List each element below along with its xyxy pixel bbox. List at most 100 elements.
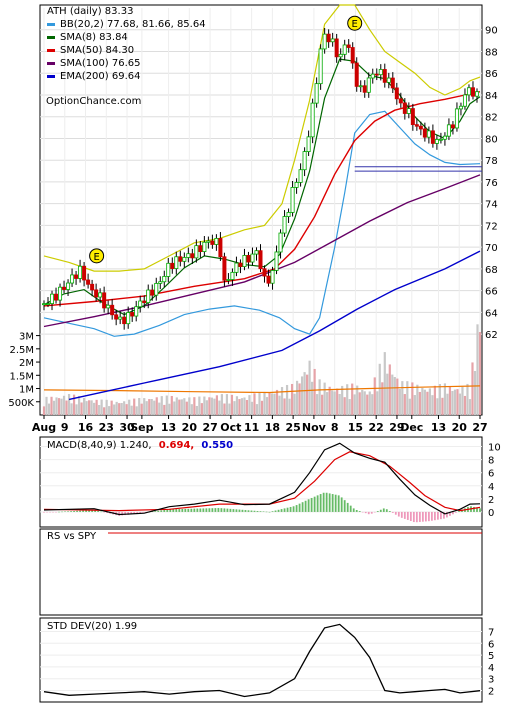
candle-body — [126, 312, 131, 325]
macd-histogram-bar — [136, 511, 139, 514]
volume-bar — [265, 397, 269, 415]
macd-histogram-bar — [55, 511, 57, 513]
candle-body — [390, 77, 395, 89]
macd-histogram-bar — [406, 511, 409, 520]
volume-bar — [473, 370, 477, 415]
macd-histogram-bar — [331, 494, 334, 512]
legend-swatch — [47, 23, 55, 26]
volume-bar — [346, 384, 349, 415]
macd-histogram-bar — [85, 510, 87, 512]
volume-bar — [316, 394, 319, 415]
macd-histogram-bar — [205, 508, 208, 512]
macd-histogram-bar — [283, 508, 286, 512]
candle-body — [238, 262, 243, 267]
candle-body — [346, 44, 351, 48]
candle-body — [342, 44, 347, 55]
volume-bar — [163, 404, 166, 415]
macd-histogram-bar — [64, 511, 66, 512]
volume-bar — [383, 352, 386, 415]
earnings-markers: EE — [89, 15, 363, 264]
candle-body — [190, 253, 195, 259]
volume-y-tick: 2.5M — [9, 345, 34, 356]
volume-bar — [80, 402, 83, 415]
candle-body — [318, 48, 323, 85]
x-tick-label: Aug — [32, 421, 56, 434]
macd-histogram-bar — [373, 511, 376, 513]
macd-histogram-bar — [106, 511, 109, 514]
volume-bar — [308, 360, 311, 415]
price-candles — [42, 27, 479, 330]
volume-bar — [275, 389, 279, 415]
candle-body — [338, 53, 343, 58]
volume-bar — [183, 398, 186, 415]
macd-histogram-bar — [355, 510, 358, 512]
volume-y-tick: 500K — [8, 398, 34, 409]
candle-body — [62, 286, 67, 290]
legend-items: BB(20,2) 77.68, 81.66, 85.64 SMA(8) 83.84… — [47, 19, 206, 82]
volume-bar — [295, 380, 299, 415]
rs-title: RS vs SPY — [47, 531, 97, 542]
macd-histogram-bar — [358, 511, 361, 512]
price-y-tick: 86 — [485, 69, 498, 80]
macd-histogram-bar — [199, 508, 202, 512]
candle-body — [218, 238, 223, 258]
volume-bar — [438, 384, 442, 415]
candle-body — [278, 232, 283, 253]
macd-histogram-bar — [253, 510, 256, 512]
volume-bar — [411, 382, 414, 415]
legend-entry: BB(20,2) 77.68, 81.66, 85.64 — [60, 19, 206, 30]
earnings-marker — [89, 248, 105, 264]
price-y-tick: 62 — [485, 330, 498, 341]
macd-histogram-bar — [181, 508, 184, 512]
earnings-marker-label: E — [352, 19, 358, 30]
bollinger-lower-band — [43, 110, 481, 337]
volume-bar — [77, 395, 81, 415]
price-grid — [40, 8, 482, 415]
volume-y-tick: 1M — [19, 385, 34, 396]
volume-bar — [72, 394, 76, 415]
volume-y-tick: 1.5M — [9, 371, 34, 382]
volume-bar — [210, 397, 213, 415]
macd-histogram-bar — [424, 511, 427, 522]
volume-y-tick: 3M — [19, 332, 34, 343]
x-tick-label: 18 — [265, 421, 280, 434]
volume-bar — [150, 399, 153, 415]
macd-histogram-bar — [382, 508, 385, 512]
macd-histogram-bar — [91, 510, 94, 512]
volume-bar — [280, 387, 284, 415]
x-tick-label: 8 — [331, 421, 339, 434]
candle-body — [158, 281, 163, 284]
candle-body — [230, 271, 235, 280]
volume-bar — [128, 399, 131, 415]
macd-histogram-bar — [208, 508, 211, 512]
volume-average-line — [43, 385, 481, 394]
volume-bar — [408, 398, 411, 415]
candle-body — [162, 276, 167, 283]
volume-bar — [418, 391, 421, 415]
volume-bar — [213, 398, 216, 415]
candle-body — [66, 282, 71, 290]
candle-body — [286, 212, 291, 217]
macd-histogram-bar — [79, 510, 81, 512]
macd-histogram-bar — [337, 495, 340, 512]
candle-body — [42, 303, 47, 306]
candle-body — [98, 292, 103, 298]
macd-histogram-bar — [232, 509, 235, 512]
macd-histogram-bar — [295, 505, 298, 512]
volume-bar — [120, 403, 123, 415]
volume-bar — [123, 401, 126, 415]
candle-body — [274, 251, 279, 271]
volume-bar — [348, 399, 351, 415]
candle-body — [102, 292, 107, 309]
volume-bar — [168, 403, 171, 415]
candle-body — [374, 73, 379, 76]
macd-histogram-bar — [479, 508, 481, 512]
macd-histogram-bar — [52, 511, 54, 513]
x-tick-label: 11 — [244, 421, 259, 434]
volume-bar — [461, 386, 464, 415]
x-tick-label: Dec — [400, 421, 423, 434]
volume-bar — [240, 398, 244, 415]
volume-bar — [103, 407, 106, 415]
macd-histogram-bar — [142, 511, 145, 513]
